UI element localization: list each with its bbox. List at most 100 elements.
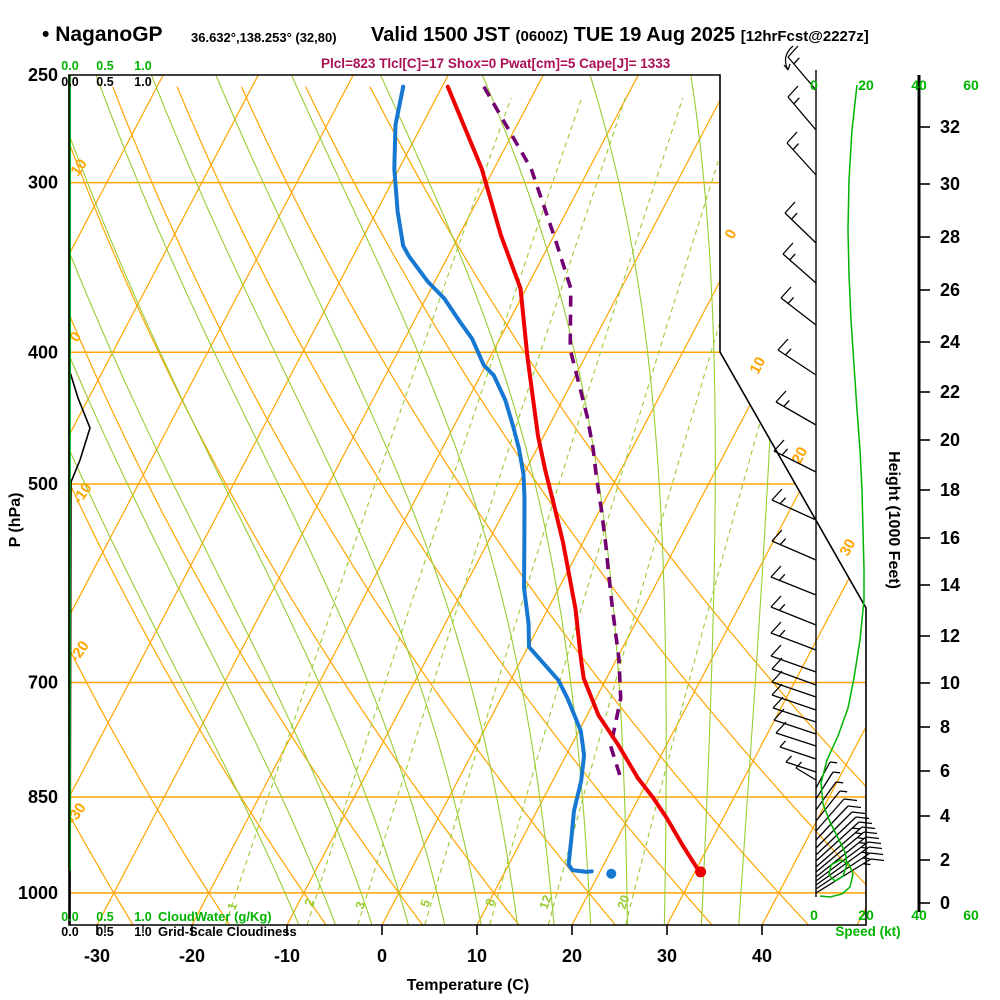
wind-barb [815, 771, 841, 800]
height-tick-label: 14 [940, 575, 960, 595]
temperature-tick-label: 0 [377, 946, 387, 966]
header-pointer-arrowhead-icon [783, 63, 791, 71]
mixing-ratio-line [489, 97, 739, 925]
barb-tick [779, 497, 787, 505]
barb-tick [790, 212, 798, 220]
wind-barb [772, 696, 817, 723]
temperature-axis: -30 -20 -10 0 10 20 30 40 Temperature (C) [84, 925, 772, 994]
dry-adiabat-label: -30 [63, 800, 89, 828]
valid-time-title: Valid 1500 JST (0600Z) TUE 19 Aug 2025 [… [371, 25, 869, 45]
dry-adiabat-line [69, 86, 230, 925]
height-tick-label: 28 [940, 227, 960, 247]
mixing-ratio-line [225, 97, 512, 925]
height-tick-label: 18 [940, 480, 960, 500]
barb-tick [863, 863, 871, 866]
mixing-ratio-line [357, 97, 626, 925]
barb-tick [843, 798, 858, 802]
mixing-ratio-line [547, 97, 789, 925]
pressure-tick-label: 300 [28, 173, 58, 193]
barb-tick [786, 131, 798, 144]
barb-tick [858, 841, 867, 845]
wind-barb [771, 529, 817, 561]
barb-tick [789, 253, 796, 261]
barb-tick [770, 565, 782, 578]
barb-tick [870, 858, 885, 862]
wind-barb [770, 595, 817, 626]
cloudiness-scale-top: 0.5 [96, 75, 113, 89]
wind-barb [771, 488, 817, 521]
barb-tick [773, 439, 785, 452]
barb-tick [781, 448, 789, 456]
barb-tick [793, 57, 800, 65]
pressure-tick-label: 1000 [18, 883, 58, 903]
barb-tick [863, 831, 878, 835]
dry-adiabat-line [305, 86, 866, 925]
wind-barb [777, 338, 817, 376]
mixing-ratio-line [306, 97, 583, 925]
sounding-parameters: Plcl=823 Tlcl[C]=17 Shox=0 Pwat[cm]=5 Ca… [321, 56, 671, 71]
barb-tick [778, 629, 786, 637]
dewpoint-curve [392, 84, 594, 874]
temperature-tick-label: 30 [657, 946, 677, 966]
moist-adiabat-line [150, 75, 482, 925]
barb-tick [773, 708, 785, 721]
mixing-ratio-label: 3 [353, 900, 369, 911]
station-coordinates: 36.632°,138.253° (32,80) [191, 30, 337, 45]
barb-tick [861, 826, 876, 830]
height-tick-label: 2 [940, 850, 950, 870]
cloudwater-label: CloudWater (g/Kg) [158, 909, 272, 924]
barb-tick [779, 740, 786, 748]
wind-barb [771, 670, 817, 698]
isotherm-line [761, 75, 866, 925]
mixing-ratio-label: 12 [537, 893, 555, 911]
temperature-tick-label: -20 [179, 946, 205, 966]
barb-tick [782, 242, 794, 255]
wind-speed-curve [819, 84, 865, 898]
wind-barb [795, 761, 817, 781]
cloudiness-label: Grid-Scale Cloudiness [158, 924, 297, 939]
barb-tick [775, 721, 787, 734]
speed-tick-label-bottom: 40 [911, 907, 927, 923]
barb-tick [832, 771, 841, 774]
isotherm-label: 0 [722, 227, 741, 242]
barb-tick [785, 348, 792, 356]
isotherm-line [666, 75, 866, 925]
height-tick-label: 30 [940, 174, 960, 194]
barb-tick [772, 696, 784, 709]
wind-barb [770, 621, 817, 651]
barb-tick [861, 851, 869, 854]
surface-dewpoint-dot [606, 868, 617, 879]
barb-tick [771, 683, 783, 696]
wind-barb [815, 781, 844, 811]
cloudiness-scale-bottom: 0.0 [61, 925, 78, 939]
isotherm-line [69, 75, 164, 925]
mixing-ratio-label: 8 [483, 897, 499, 908]
speed-tick-label-top: 20 [858, 77, 874, 93]
moist-adiabat-line [69, 75, 373, 925]
moist-adiabat-line [69, 75, 409, 925]
wind-barb [780, 286, 817, 326]
pressure-tick-label: 400 [28, 342, 58, 362]
barb-tick [770, 621, 782, 634]
barb-tick [779, 538, 787, 546]
wind-barb [815, 836, 880, 878]
isotherm-label: 30 [837, 536, 860, 559]
parcel-path-curve [482, 85, 623, 779]
forecast-tag: [12hrFcst@2227z] [740, 28, 869, 45]
dry-adiabat-label: 10 [67, 156, 90, 179]
wind-barb [815, 798, 858, 832]
wind-barb [815, 816, 870, 856]
temperature-tick-label: 40 [752, 946, 772, 966]
barb-tick [780, 286, 792, 299]
cloud-scales: 0.00.00.00.00.50.50.50.51.01.01.01.0Clou… [61, 59, 296, 939]
cloudwater-scale-top: 1.0 [134, 59, 151, 73]
barb-tick [770, 644, 782, 657]
plot-border [68, 74, 867, 926]
dry-adiabat-line [69, 86, 520, 925]
speed-axis-title: Speed (kt) [835, 924, 900, 939]
barb-tick [787, 45, 799, 58]
